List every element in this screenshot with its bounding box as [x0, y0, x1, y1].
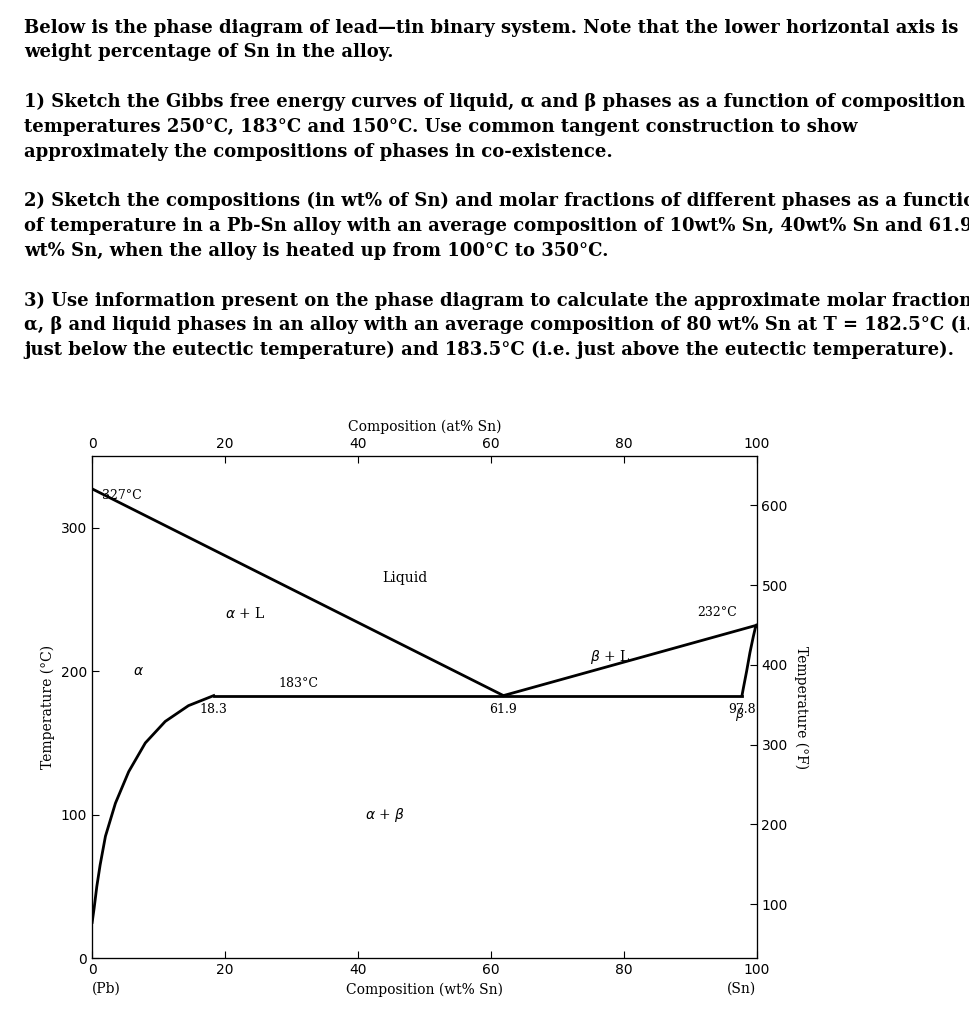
Text: (Sn): (Sn) — [727, 982, 756, 997]
Text: 3) Use information present on the phase diagram to calculate the approximate mol: 3) Use information present on the phase … — [24, 291, 969, 310]
Text: temperatures 250°C, 183°C and 150°C. Use common tangent construction to show: temperatures 250°C, 183°C and 150°C. Use… — [24, 118, 857, 136]
Text: $\beta$: $\beta$ — [735, 706, 744, 723]
X-axis label: Composition (wt% Sn): Composition (wt% Sn) — [346, 983, 502, 997]
Text: 97.8: 97.8 — [728, 702, 755, 716]
X-axis label: Composition (at% Sn): Composition (at% Sn) — [347, 420, 501, 434]
Text: 183°C: 183°C — [278, 677, 318, 690]
Text: Liquid: Liquid — [382, 571, 426, 585]
Text: $\beta$ + L: $\beta$ + L — [590, 648, 630, 666]
Y-axis label: Temperature (°C): Temperature (°C) — [41, 645, 55, 769]
Text: (Pb): (Pb) — [92, 982, 121, 997]
Text: 61.9: 61.9 — [489, 702, 516, 716]
Text: weight percentage of Sn in the alloy.: weight percentage of Sn in the alloy. — [24, 44, 393, 61]
Text: α, β and liquid phases in an alloy with an average composition of 80 wt% Sn at T: α, β and liquid phases in an alloy with … — [24, 316, 969, 335]
Text: 327°C: 327°C — [102, 489, 141, 501]
Text: 2) Sketch the compositions (in wt% of Sn) and molar fractions of different phase: 2) Sketch the compositions (in wt% of Sn… — [24, 192, 969, 210]
Text: just below the eutectic temperature) and 183.5°C (i.e. just above the eutectic t: just below the eutectic temperature) and… — [24, 341, 953, 359]
Text: approximately the compositions of phases in co-existence.: approximately the compositions of phases… — [24, 143, 612, 161]
Text: 18.3: 18.3 — [200, 702, 228, 716]
Text: $\alpha$ + L: $\alpha$ + L — [225, 606, 266, 622]
Text: Below is the phase diagram of lead—tin binary system. Note that the lower horizo: Below is the phase diagram of lead—tin b… — [24, 19, 957, 36]
Text: of temperature in a Pb-Sn alloy with an average composition of 10wt% Sn, 40wt% S: of temperature in a Pb-Sn alloy with an … — [24, 217, 969, 235]
Text: 1) Sketch the Gibbs free energy curves of liquid, α and β phases as a function o: 1) Sketch the Gibbs free energy curves o… — [24, 93, 969, 111]
Text: 232°C: 232°C — [696, 606, 735, 620]
Y-axis label: Temperature (°F): Temperature (°F) — [794, 645, 808, 769]
Text: wt% Sn, when the alloy is heated up from 100°C to 350°C.: wt% Sn, when the alloy is heated up from… — [24, 241, 609, 260]
Text: $\alpha$ + $\beta$: $\alpha$ + $\beta$ — [364, 806, 404, 824]
Text: $\alpha$: $\alpha$ — [133, 664, 144, 679]
